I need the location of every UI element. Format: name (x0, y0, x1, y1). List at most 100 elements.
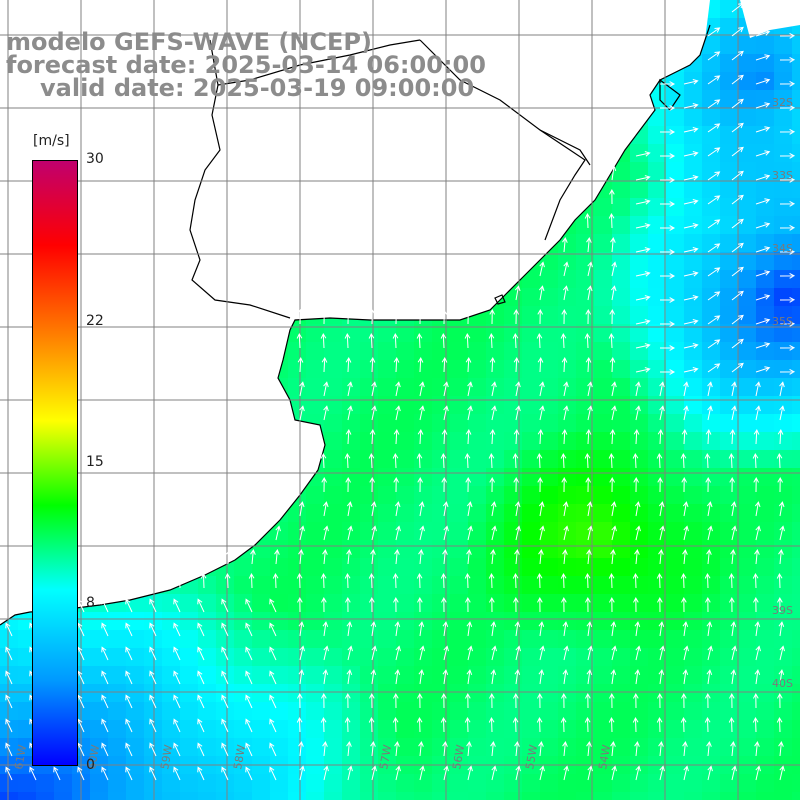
field-cell (792, 324, 800, 342)
field-cell (702, 720, 720, 738)
field-cell (468, 522, 486, 540)
wind-arrow (611, 261, 617, 277)
wind-arrow (320, 716, 327, 733)
field-cell (144, 594, 162, 612)
field-cell (738, 612, 756, 630)
field-cell (288, 378, 306, 396)
wind-arrow (755, 342, 771, 349)
field-cell (774, 162, 792, 180)
field-cell (576, 630, 594, 648)
wind-arrow (323, 405, 329, 421)
field-cell (414, 450, 432, 468)
field-cell (612, 342, 630, 360)
field-cell (684, 396, 702, 414)
field-cell (720, 0, 738, 18)
field-cell (720, 468, 738, 486)
field-cell (666, 198, 684, 216)
field-cell (396, 666, 414, 684)
field-cell (558, 774, 576, 792)
field-cell (432, 666, 450, 684)
field-cell (486, 720, 504, 738)
field-cell (324, 774, 342, 792)
wind-arrow (370, 501, 377, 517)
field-cell (630, 468, 648, 486)
field-cell (720, 126, 738, 144)
field-cell (594, 774, 612, 792)
field-cell (414, 468, 432, 486)
wind-arrow (682, 741, 688, 757)
field-cell (774, 738, 792, 756)
wind-arrow (221, 598, 229, 613)
wind-arrow (464, 716, 471, 733)
wind-arrow (561, 596, 567, 613)
field-cell (648, 486, 666, 504)
field-cell (396, 720, 414, 738)
field-cell (378, 666, 396, 684)
wind-arrow (755, 246, 771, 253)
field-cell (450, 432, 468, 450)
wind-arrow (731, 74, 744, 85)
field-cell (396, 414, 414, 432)
field-cell (774, 522, 792, 540)
field-cell (792, 288, 800, 306)
field-cell (774, 594, 792, 612)
field-cell (432, 648, 450, 666)
field-cell (684, 504, 702, 522)
wind-arrow (514, 741, 520, 757)
small-island (494, 294, 506, 305)
wind-arrow (5, 742, 13, 757)
field-cell (432, 342, 450, 360)
field-cell (558, 468, 576, 486)
field-cell (522, 432, 540, 450)
field-cell (594, 234, 612, 252)
wind-arrow (221, 766, 229, 781)
field-cell (144, 684, 162, 702)
field-cell (792, 270, 800, 288)
wind-arrow (660, 153, 676, 159)
field-cell (702, 234, 720, 252)
field-cell (540, 612, 558, 630)
field-cell (306, 486, 324, 504)
field-cell (522, 306, 540, 324)
field-cell (306, 558, 324, 576)
field-cell (630, 360, 648, 378)
wind-arrow (779, 177, 796, 183)
field-cell (522, 450, 540, 468)
field-cell (666, 234, 684, 252)
wind-arrow (658, 501, 665, 517)
field-cell (684, 630, 702, 648)
field-cell (594, 648, 612, 666)
wind-arrow (707, 363, 721, 373)
field-cell (342, 540, 360, 558)
wind-arrow (298, 741, 304, 757)
wind-arrow (393, 596, 399, 613)
field-cell (216, 576, 234, 594)
wind-arrow (369, 356, 376, 373)
field-cell (684, 738, 702, 756)
field-cell (450, 414, 468, 432)
wind-arrow (442, 669, 449, 685)
land-area (0, 0, 710, 625)
field-cell (720, 234, 738, 252)
field-cell (666, 306, 684, 324)
lat-label: 39S (772, 604, 793, 617)
wind-arrow (272, 572, 279, 589)
field-cell (738, 126, 756, 144)
wind-arrow (660, 297, 676, 303)
field-cell (630, 162, 648, 180)
field-cell (306, 702, 324, 720)
wind-arrow (683, 319, 699, 325)
field-cell (18, 720, 36, 738)
field-cell (450, 486, 468, 504)
field-cell (90, 738, 108, 756)
field-cell (792, 72, 800, 90)
field-cell (414, 414, 432, 432)
field-cell (468, 360, 486, 378)
field-cell (684, 342, 702, 360)
field-cell (486, 486, 504, 504)
field-cell (738, 216, 756, 234)
lon-label: 59W (158, 744, 175, 771)
field-cell (738, 504, 756, 522)
wind-arrow (730, 549, 736, 565)
field-cell (792, 792, 800, 804)
